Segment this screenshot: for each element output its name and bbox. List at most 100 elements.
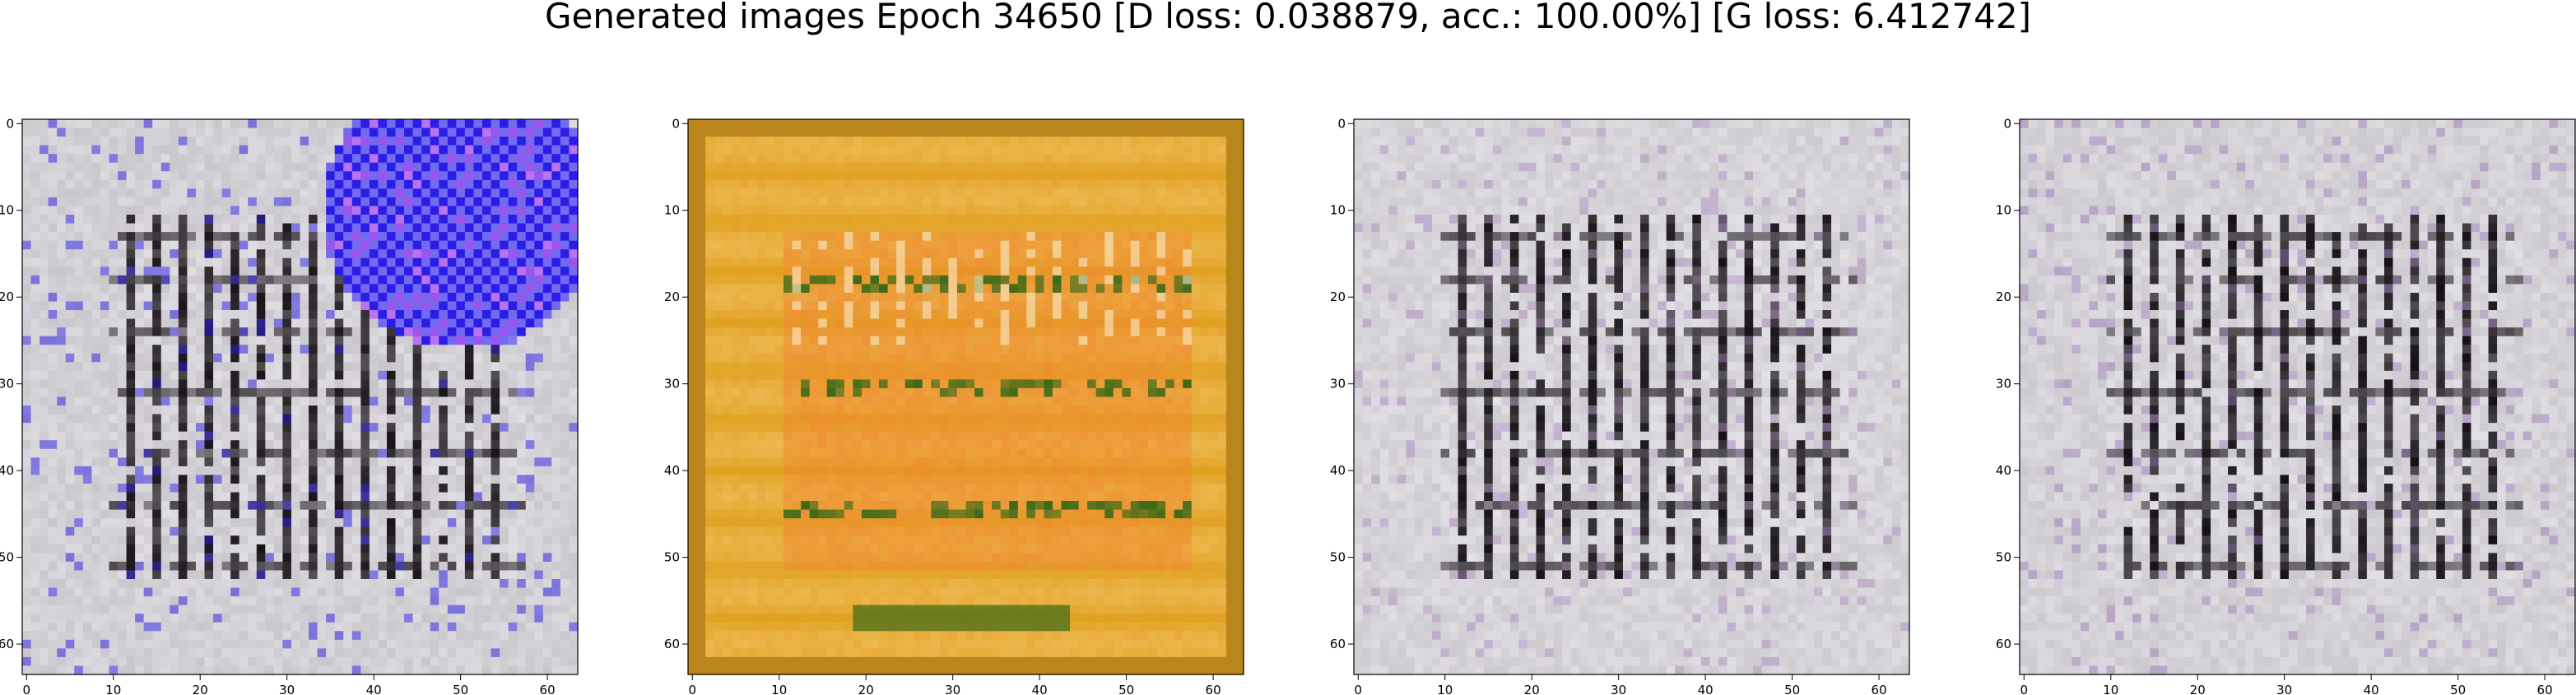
pixel xyxy=(317,379,327,389)
pixel xyxy=(178,587,188,597)
pixel xyxy=(239,578,249,589)
pixel xyxy=(265,266,275,276)
pixel xyxy=(82,154,92,164)
pixel xyxy=(100,266,110,276)
pixel xyxy=(309,526,319,536)
pixel xyxy=(265,622,275,632)
pixel xyxy=(731,154,741,164)
pixel xyxy=(560,665,570,675)
pixel xyxy=(551,553,561,563)
pixel xyxy=(517,501,527,511)
pixel xyxy=(135,188,145,198)
pixel xyxy=(1087,145,1097,155)
pixel xyxy=(774,223,784,233)
pixel xyxy=(221,197,231,207)
pixel xyxy=(256,215,266,225)
pixel xyxy=(57,188,67,198)
pixel xyxy=(922,154,932,164)
pixel xyxy=(569,232,579,242)
pixel xyxy=(221,648,231,658)
pixel xyxy=(118,596,128,606)
pixel xyxy=(421,448,431,458)
pixel xyxy=(765,119,776,129)
pixel xyxy=(1052,215,1062,225)
pixel xyxy=(534,179,544,189)
pixel xyxy=(1139,171,1149,181)
pixel xyxy=(239,665,249,675)
pixel xyxy=(351,387,361,398)
pixel xyxy=(351,431,361,441)
pixel xyxy=(317,457,327,467)
pixel xyxy=(118,284,128,294)
pixel xyxy=(447,206,457,215)
pixel xyxy=(491,656,500,667)
pixel xyxy=(542,327,552,337)
pixel xyxy=(464,336,475,345)
pixel xyxy=(187,353,197,363)
pixel xyxy=(378,440,388,450)
pixel xyxy=(30,631,40,641)
pixel xyxy=(317,137,327,146)
pixel xyxy=(705,232,715,242)
pixel xyxy=(464,622,475,632)
pixel xyxy=(534,154,544,164)
pixel xyxy=(309,431,319,441)
pixel xyxy=(291,440,301,450)
pixel xyxy=(569,553,579,563)
pixel xyxy=(525,232,535,242)
pixel xyxy=(853,171,863,181)
pixel xyxy=(948,188,958,198)
pixel xyxy=(326,232,336,242)
pixel xyxy=(82,509,92,519)
pixel xyxy=(500,639,509,649)
pixel xyxy=(334,188,344,198)
pixel xyxy=(1095,137,1105,146)
pixel xyxy=(481,578,492,589)
pixel xyxy=(500,318,509,328)
pixel xyxy=(100,119,110,129)
pixel xyxy=(456,639,466,649)
pixel xyxy=(378,553,388,563)
pixel xyxy=(300,431,309,441)
pixel xyxy=(100,570,110,580)
pixel xyxy=(22,292,32,303)
pixel xyxy=(525,162,535,172)
pixel xyxy=(1208,179,1218,189)
pixel xyxy=(473,318,483,328)
pixel xyxy=(334,119,344,129)
pixel xyxy=(160,587,170,597)
pixel xyxy=(853,137,863,146)
pixel xyxy=(265,656,275,667)
pixel xyxy=(118,240,128,250)
pixel xyxy=(195,457,206,467)
pixel xyxy=(464,266,475,276)
pixel xyxy=(481,232,492,242)
pixel xyxy=(256,127,266,137)
pixel xyxy=(404,345,414,354)
pixel xyxy=(525,301,535,311)
pixel xyxy=(22,215,32,225)
pixel xyxy=(273,266,284,276)
pixel xyxy=(170,475,179,484)
pixel xyxy=(317,240,327,250)
pixel xyxy=(464,639,475,649)
pixel xyxy=(213,553,223,563)
pixel xyxy=(300,197,309,207)
pixel xyxy=(1165,171,1175,181)
pixel xyxy=(835,206,845,215)
pixel xyxy=(421,379,431,389)
pixel xyxy=(40,587,49,597)
pixel xyxy=(731,232,741,242)
pixel xyxy=(904,188,914,198)
pixel xyxy=(91,483,101,493)
pixel xyxy=(300,639,309,649)
pixel xyxy=(569,336,579,345)
pixel xyxy=(360,154,370,164)
pixel xyxy=(273,405,284,415)
pixel xyxy=(1035,127,1045,137)
pixel xyxy=(560,379,570,389)
pixel xyxy=(992,162,1002,172)
pixel xyxy=(378,336,388,345)
pixel xyxy=(714,137,723,146)
